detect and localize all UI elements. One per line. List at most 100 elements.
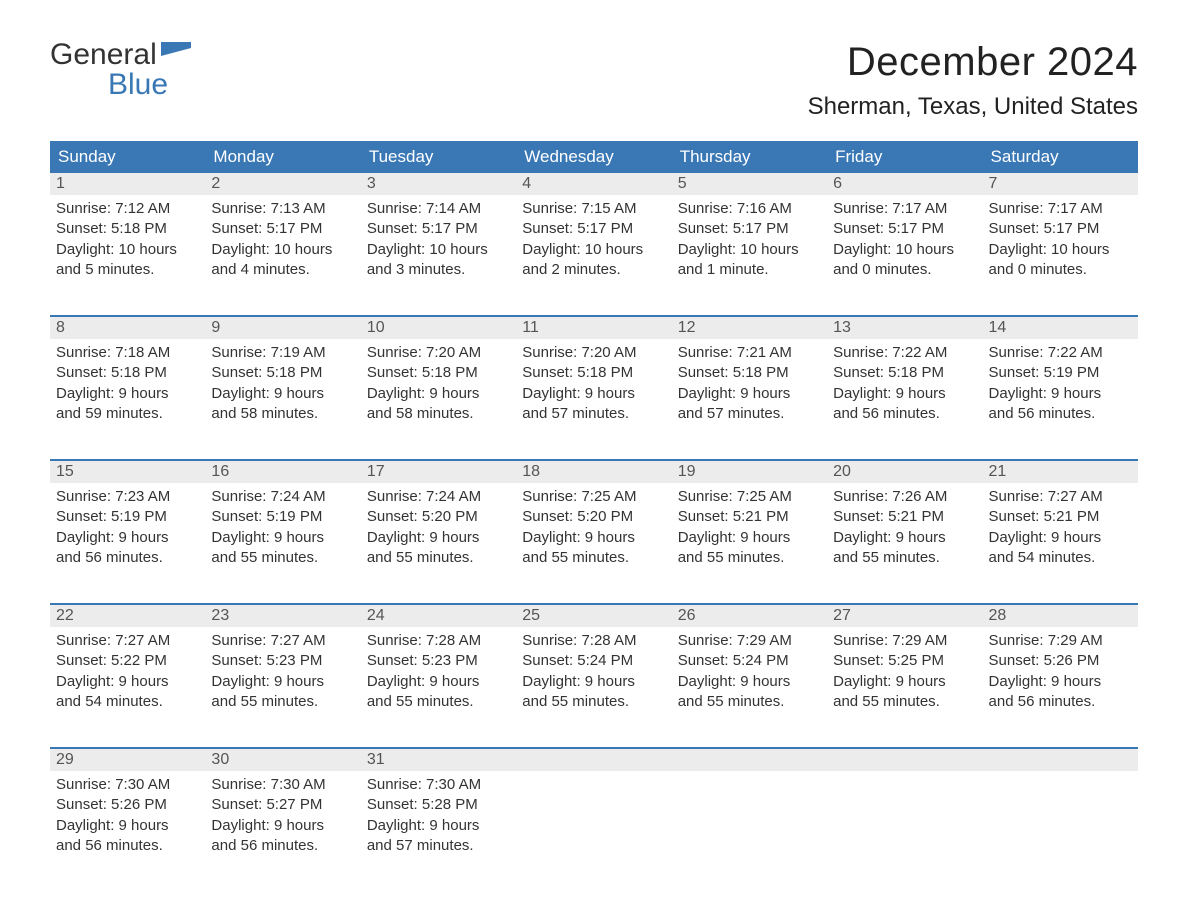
- sunrise-text: Sunrise: 7:14 AM: [367, 199, 510, 219]
- sunset-text: Sunset: 5:18 PM: [367, 363, 510, 383]
- daylight-text: Daylight: 9 hours: [678, 528, 821, 548]
- daylight-text: Daylight: 9 hours: [211, 672, 354, 692]
- daylight-text: and 55 minutes.: [522, 548, 665, 568]
- sunrise-text: Sunrise: 7:21 AM: [678, 343, 821, 363]
- day-cell: Sunrise: 7:23 AMSunset: 5:19 PMDaylight:…: [50, 483, 205, 582]
- day-number: [672, 748, 827, 771]
- daylight-text: and 55 minutes.: [833, 548, 976, 568]
- daylight-text: Daylight: 9 hours: [989, 528, 1132, 548]
- day-cell: [672, 771, 827, 870]
- day-number: 16: [205, 460, 360, 483]
- sunset-text: Sunset: 5:17 PM: [678, 219, 821, 239]
- day-number: 15: [50, 460, 205, 483]
- day-number: 1: [50, 173, 205, 195]
- day-number: 7: [983, 173, 1138, 195]
- day-cell: Sunrise: 7:29 AMSunset: 5:26 PMDaylight:…: [983, 627, 1138, 726]
- day-number: 27: [827, 604, 982, 627]
- col-monday: Monday: [205, 141, 360, 173]
- sunset-text: Sunset: 5:27 PM: [211, 795, 354, 815]
- day-number: 3: [361, 173, 516, 195]
- logo: General Blue: [50, 40, 191, 100]
- day-number: 20: [827, 460, 982, 483]
- sunset-text: Sunset: 5:21 PM: [833, 507, 976, 527]
- daylight-text: and 55 minutes.: [678, 692, 821, 712]
- day-cell: [827, 771, 982, 870]
- daylight-text: Daylight: 10 hours: [211, 240, 354, 260]
- day-number: 5: [672, 173, 827, 195]
- sunrise-text: Sunrise: 7:30 AM: [56, 775, 199, 795]
- daylight-text: and 55 minutes.: [522, 692, 665, 712]
- day-cell: Sunrise: 7:18 AMSunset: 5:18 PMDaylight:…: [50, 339, 205, 438]
- week-separator: [50, 582, 1138, 604]
- sunrise-text: Sunrise: 7:29 AM: [989, 631, 1132, 651]
- daylight-text: and 55 minutes.: [833, 692, 976, 712]
- daylight-text: Daylight: 10 hours: [367, 240, 510, 260]
- day-cell: Sunrise: 7:15 AMSunset: 5:17 PMDaylight:…: [516, 195, 671, 294]
- sunrise-text: Sunrise: 7:16 AM: [678, 199, 821, 219]
- daylight-text: Daylight: 10 hours: [678, 240, 821, 260]
- day-number: [827, 748, 982, 771]
- sunset-text: Sunset: 5:22 PM: [56, 651, 199, 671]
- sunrise-text: Sunrise: 7:25 AM: [678, 487, 821, 507]
- sunset-text: Sunset: 5:26 PM: [989, 651, 1132, 671]
- daylight-text: and 57 minutes.: [367, 836, 510, 856]
- daylight-text: Daylight: 10 hours: [989, 240, 1132, 260]
- sunrise-text: Sunrise: 7:25 AM: [522, 487, 665, 507]
- day-cell: Sunrise: 7:16 AMSunset: 5:17 PMDaylight:…: [672, 195, 827, 294]
- day-number: 2: [205, 173, 360, 195]
- daylight-text: Daylight: 10 hours: [833, 240, 976, 260]
- daylight-text: Daylight: 9 hours: [211, 816, 354, 836]
- day-number: 14: [983, 316, 1138, 339]
- col-thursday: Thursday: [672, 141, 827, 173]
- calendar-table: Sunday Monday Tuesday Wednesday Thursday…: [50, 141, 1138, 870]
- day-number: 10: [361, 316, 516, 339]
- sunrise-text: Sunrise: 7:27 AM: [56, 631, 199, 651]
- day-number: 12: [672, 316, 827, 339]
- daylight-text: and 0 minutes.: [833, 260, 976, 280]
- day-cell: Sunrise: 7:29 AMSunset: 5:25 PMDaylight:…: [827, 627, 982, 726]
- sunset-text: Sunset: 5:26 PM: [56, 795, 199, 815]
- daylight-text: and 4 minutes.: [211, 260, 354, 280]
- sunrise-text: Sunrise: 7:22 AM: [833, 343, 976, 363]
- day-number: [983, 748, 1138, 771]
- sunset-text: Sunset: 5:17 PM: [211, 219, 354, 239]
- daylight-text: and 55 minutes.: [678, 548, 821, 568]
- daylight-text: Daylight: 9 hours: [211, 528, 354, 548]
- sunrise-text: Sunrise: 7:13 AM: [211, 199, 354, 219]
- day-number: 23: [205, 604, 360, 627]
- daylight-text: Daylight: 9 hours: [56, 672, 199, 692]
- day-number-row: 15161718192021: [50, 460, 1138, 483]
- day-number: 13: [827, 316, 982, 339]
- sunrise-text: Sunrise: 7:17 AM: [989, 199, 1132, 219]
- sunset-text: Sunset: 5:21 PM: [678, 507, 821, 527]
- logo-text-2: Blue: [108, 70, 191, 100]
- daylight-text: Daylight: 9 hours: [56, 384, 199, 404]
- daylight-text: Daylight: 9 hours: [678, 384, 821, 404]
- daylight-text: and 56 minutes.: [211, 836, 354, 856]
- daylight-text: Daylight: 9 hours: [367, 384, 510, 404]
- day-cell: Sunrise: 7:24 AMSunset: 5:19 PMDaylight:…: [205, 483, 360, 582]
- week-separator: [50, 438, 1138, 460]
- day-cell: Sunrise: 7:28 AMSunset: 5:24 PMDaylight:…: [516, 627, 671, 726]
- day-cell: Sunrise: 7:27 AMSunset: 5:22 PMDaylight:…: [50, 627, 205, 726]
- daylight-text: and 55 minutes.: [211, 692, 354, 712]
- day-number: 19: [672, 460, 827, 483]
- day-cell: Sunrise: 7:27 AMSunset: 5:21 PMDaylight:…: [983, 483, 1138, 582]
- day-number: 21: [983, 460, 1138, 483]
- day-number: 6: [827, 173, 982, 195]
- sunrise-text: Sunrise: 7:24 AM: [367, 487, 510, 507]
- sunrise-text: Sunrise: 7:30 AM: [367, 775, 510, 795]
- day-number: 8: [50, 316, 205, 339]
- sunset-text: Sunset: 5:21 PM: [989, 507, 1132, 527]
- sunrise-text: Sunrise: 7:15 AM: [522, 199, 665, 219]
- sunset-text: Sunset: 5:24 PM: [522, 651, 665, 671]
- sunset-text: Sunset: 5:23 PM: [367, 651, 510, 671]
- day-data-row: Sunrise: 7:23 AMSunset: 5:19 PMDaylight:…: [50, 483, 1138, 582]
- daylight-text: and 57 minutes.: [522, 404, 665, 424]
- sunset-text: Sunset: 5:19 PM: [211, 507, 354, 527]
- sunset-text: Sunset: 5:17 PM: [989, 219, 1132, 239]
- day-cell: Sunrise: 7:26 AMSunset: 5:21 PMDaylight:…: [827, 483, 982, 582]
- day-number: 25: [516, 604, 671, 627]
- daylight-text: and 55 minutes.: [367, 692, 510, 712]
- sunset-text: Sunset: 5:17 PM: [522, 219, 665, 239]
